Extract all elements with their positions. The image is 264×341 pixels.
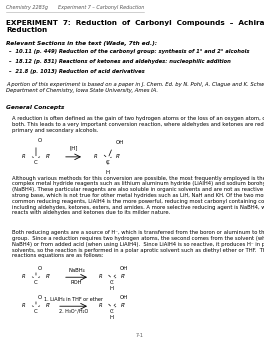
Text: R: R bbox=[22, 154, 26, 159]
Text: ROH: ROH bbox=[71, 280, 82, 285]
Text: O: O bbox=[37, 138, 42, 143]
Text: Both reducing agents are a source of H⁻, which is transferred from the boron or : Both reducing agents are a source of H⁻,… bbox=[12, 230, 264, 258]
Text: C: C bbox=[110, 309, 114, 314]
Text: R: R bbox=[22, 303, 26, 308]
Text: H: H bbox=[110, 315, 114, 321]
Text: C: C bbox=[110, 280, 114, 285]
Text: C: C bbox=[33, 309, 37, 314]
Text: C: C bbox=[33, 280, 37, 285]
Text: 7-1: 7-1 bbox=[136, 333, 144, 338]
Text: R: R bbox=[22, 275, 26, 279]
Text: R': R' bbox=[120, 303, 125, 308]
Text: Relevant Sections in the text (Wade, 7th ed.):: Relevant Sections in the text (Wade, 7th… bbox=[6, 41, 157, 46]
Text: NaBH₄: NaBH₄ bbox=[68, 268, 85, 273]
Text: O: O bbox=[37, 295, 42, 300]
Text: C: C bbox=[105, 160, 109, 165]
Text: R': R' bbox=[45, 154, 50, 159]
Text: H: H bbox=[105, 170, 109, 175]
Text: R: R bbox=[94, 154, 98, 159]
Text: O: O bbox=[37, 266, 42, 271]
Text: OH: OH bbox=[120, 295, 128, 300]
Text: –  10.11 (p. 449) Reduction of the carbonyl group: synthesis of 1° and 2° alcoho: – 10.11 (p. 449) Reduction of the carbon… bbox=[9, 49, 249, 54]
Text: Although various methods for this conversion are possible, the most frequently e: Although various methods for this conver… bbox=[12, 176, 264, 216]
Text: Experiment 7 – Carbonyl Reduction: Experiment 7 – Carbonyl Reduction bbox=[58, 5, 144, 10]
Text: R': R' bbox=[116, 154, 121, 159]
Text: Chemistry 2283g: Chemistry 2283g bbox=[6, 5, 48, 10]
Text: General Concepts: General Concepts bbox=[6, 105, 64, 110]
Text: R: R bbox=[99, 303, 102, 308]
Text: –  18.12 (p. 831) Reactions of ketones and aldehydes: nucleophilic addition: – 18.12 (p. 831) Reactions of ketones an… bbox=[9, 59, 231, 64]
Text: OH: OH bbox=[115, 140, 124, 145]
Text: EXPERIMENT  7:  Reduction  of  Carbonyl  Compounds  –  Achiral  and  Chiral
Redu: EXPERIMENT 7: Reduction of Carbonyl Comp… bbox=[6, 20, 264, 33]
Text: H: H bbox=[110, 286, 114, 292]
Text: OH: OH bbox=[120, 266, 128, 271]
Text: –  21.8 (p. 1013) Reduction of acid derivatives: – 21.8 (p. 1013) Reduction of acid deriv… bbox=[9, 69, 145, 74]
Text: 1. LiAlH₄ in THF or ether: 1. LiAlH₄ in THF or ether bbox=[44, 297, 103, 302]
Text: 2. H₃O⁺/H₂O: 2. H₃O⁺/H₂O bbox=[59, 309, 88, 314]
Text: R: R bbox=[99, 275, 102, 279]
Text: A reduction is often defined as the gain of two hydrogen atoms or the loss of an: A reduction is often defined as the gain… bbox=[12, 116, 264, 133]
Text: C: C bbox=[33, 160, 37, 165]
Text: R': R' bbox=[45, 303, 50, 308]
Text: A portion of this experiment is based on a paper in J. Chem. Ed. by N. Pohl, A. : A portion of this experiment is based on… bbox=[6, 82, 264, 93]
Text: [H]: [H] bbox=[69, 146, 78, 151]
Text: R': R' bbox=[45, 275, 50, 279]
Text: R': R' bbox=[120, 275, 125, 279]
